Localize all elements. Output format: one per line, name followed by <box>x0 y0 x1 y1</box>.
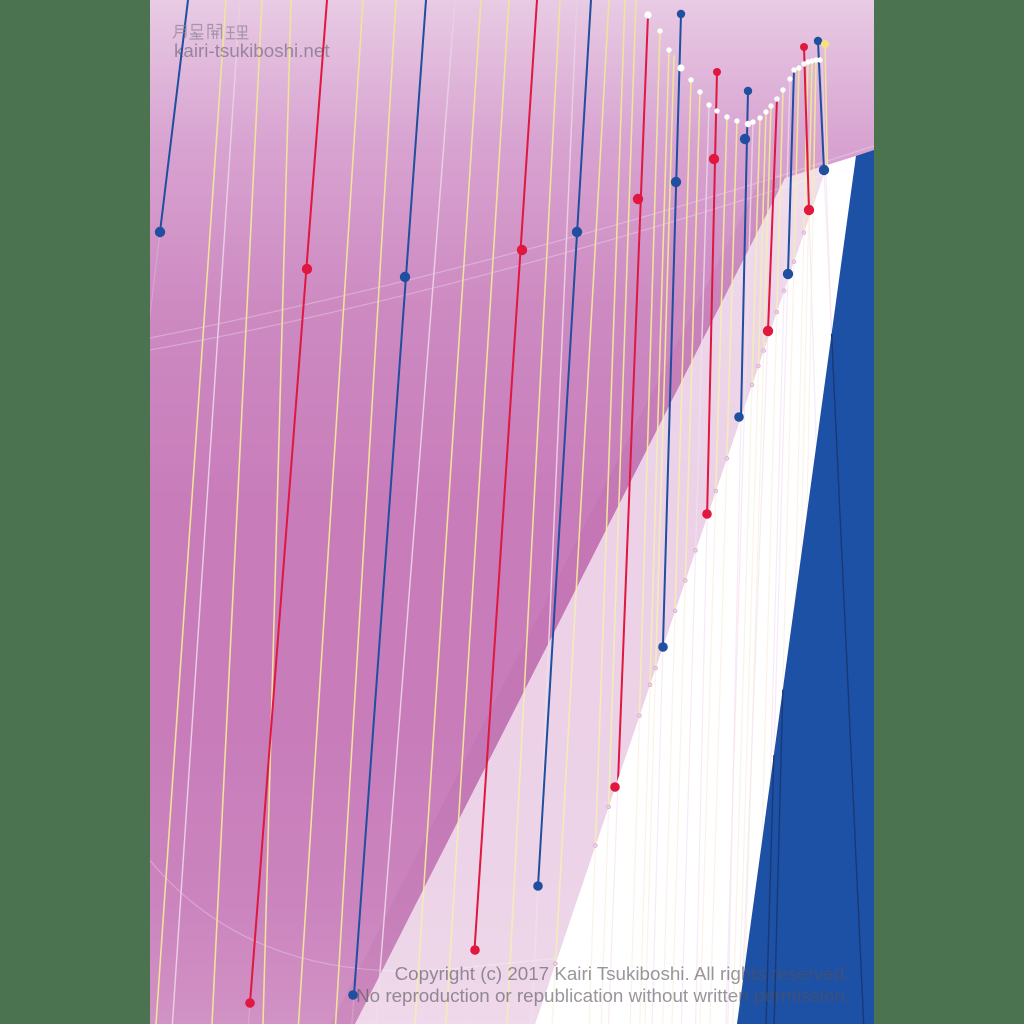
svg-text:kairi-tsukiboshi.net: kairi-tsukiboshi.net <box>174 40 330 61</box>
svg-text:Copyright (c) 2017 Kairi Tsuki: Copyright (c) 2017 Kairi Tsukiboshi. All… <box>395 963 850 984</box>
svg-text:No reproduction or republicati: No reproduction or republication without… <box>356 985 850 1006</box>
